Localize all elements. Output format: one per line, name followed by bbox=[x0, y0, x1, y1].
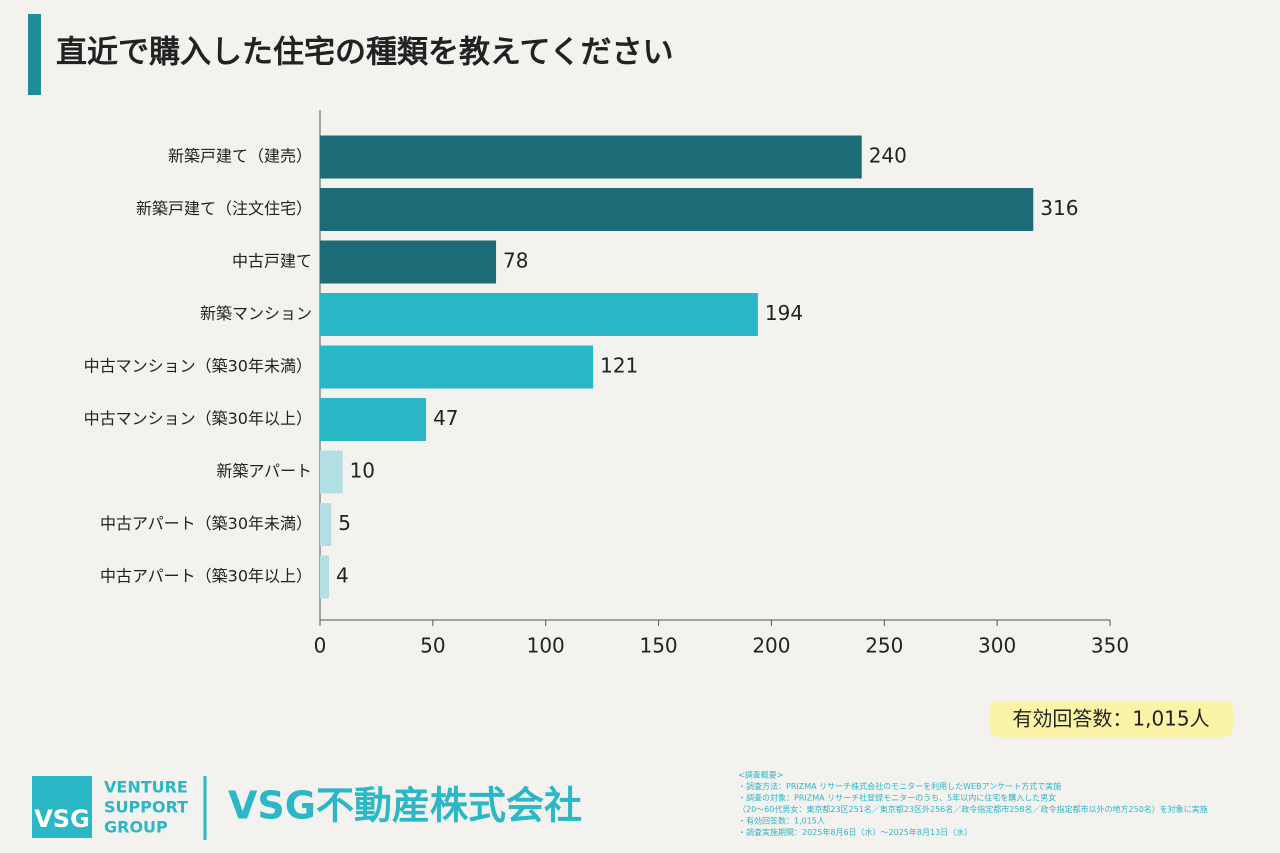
bar bbox=[320, 293, 758, 336]
survey-note: ・有効回答数：1,015人 bbox=[738, 816, 825, 826]
bar bbox=[320, 555, 330, 599]
value-label: 78 bbox=[503, 249, 528, 273]
y-tick-label: 新築戸建て（建売） bbox=[168, 147, 312, 166]
value-label: 5 bbox=[338, 511, 351, 535]
note: 有効回答数：1,015人 bbox=[1012, 707, 1209, 731]
survey-note: （20～60代男女：東京都23区251名／東京都23区外256名／政令指定都市2… bbox=[738, 804, 1208, 814]
y-tick-label: 中古マンション（築30年以上） bbox=[84, 409, 312, 428]
value-label: 121 bbox=[600, 354, 638, 378]
value-label: 194 bbox=[765, 301, 803, 325]
y-tick-label: 新築アパート bbox=[216, 462, 312, 481]
y-tick-label: 中古戸建て bbox=[232, 252, 312, 271]
x-tick-label: 200 bbox=[752, 634, 790, 658]
logo-box bbox=[32, 776, 92, 838]
y-tick-label: 新築戸建て（注文住宅） bbox=[136, 199, 312, 218]
bar bbox=[320, 345, 594, 389]
y-tick-label: 中古アパート（築30年以上） bbox=[100, 567, 312, 586]
value-label: 47 bbox=[433, 406, 458, 430]
x-tick-label: 100 bbox=[527, 634, 565, 658]
company-name: VSG不動産株式会社 bbox=[228, 784, 582, 828]
chart-title: 直近で購入した住宅の種類を教えてください bbox=[56, 35, 674, 71]
x-tick-label: 50 bbox=[420, 634, 445, 658]
logo-line: GROUP bbox=[104, 818, 168, 837]
survey-note: ・調査の対象：PRIZMA リサーチ社登録モニターのうち、5年以内に住宅を購入し… bbox=[738, 793, 1056, 803]
survey-note: <調査概要> bbox=[738, 770, 783, 780]
y-tick-label: 新築マンション bbox=[200, 304, 312, 323]
x-tick-label: 150 bbox=[639, 634, 677, 658]
bar bbox=[320, 398, 427, 441]
title-accent bbox=[28, 14, 41, 95]
value-label: 4 bbox=[336, 564, 349, 588]
survey-note: ・調査実施期間：2025年8月6日（水）～2025年8月13日（水） bbox=[738, 827, 972, 837]
note-box bbox=[990, 701, 1233, 737]
value-label: 10 bbox=[350, 459, 375, 483]
y-tick-label: 中古マンション（築30年未満） bbox=[84, 357, 312, 376]
logo-line: SUPPORT bbox=[104, 798, 188, 817]
bar bbox=[320, 240, 497, 284]
value-label: 316 bbox=[1040, 196, 1078, 220]
bar bbox=[320, 188, 1034, 231]
value-label: 240 bbox=[869, 144, 907, 168]
logo-line: VENTURE bbox=[104, 778, 188, 797]
x-tick-label: 350 bbox=[1091, 634, 1129, 658]
y-tick-label: 中古アパート（築30年未満） bbox=[100, 514, 312, 533]
survey-note: ・調査方法：PRIZMA リサーチ株式会社のモニターを利用したWEBアンケート方… bbox=[738, 781, 1061, 791]
logo-mark: VSG bbox=[34, 805, 90, 833]
x-tick-label: 0 bbox=[314, 634, 327, 658]
x-tick-label: 300 bbox=[978, 634, 1016, 658]
bar bbox=[320, 135, 862, 179]
bar bbox=[320, 450, 343, 494]
x-tick-label: 250 bbox=[865, 634, 903, 658]
bar bbox=[320, 503, 332, 546]
